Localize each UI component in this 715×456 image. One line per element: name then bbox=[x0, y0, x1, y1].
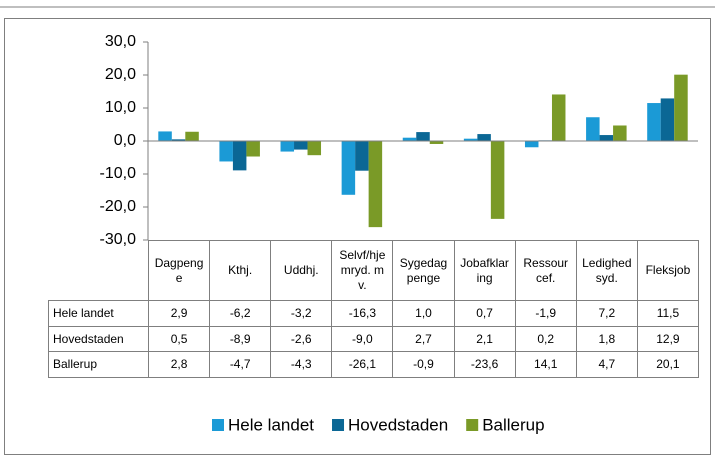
value-cell: 4,7 bbox=[575, 351, 638, 378]
category-cell: Ledighedsyd. bbox=[575, 240, 638, 301]
data-table: Dagpenge Kthj. Uddhj. Selvf/hjemryd. mv. Syg… bbox=[48, 240, 699, 378]
x-tick-label: Jobafklaring bbox=[460, 255, 509, 285]
bar bbox=[674, 74, 688, 141]
bar bbox=[402, 137, 417, 141]
category-cell: Jobafklaring bbox=[453, 240, 516, 301]
value-cell: 20,1 bbox=[636, 351, 699, 378]
value-cell: 12,9 bbox=[636, 325, 699, 352]
value-cell: 2,8 bbox=[147, 351, 211, 378]
table-row: Hele landet 2,9 -6,2 -3,2 -16,3 1,0 0,7 -1,9 7,2… bbox=[48, 300, 699, 327]
value-cell: -6,2 bbox=[209, 300, 272, 327]
bar bbox=[551, 94, 566, 141]
y-tick-label: 0,0 bbox=[114, 132, 136, 149]
value-cell: -23,6 bbox=[453, 351, 516, 378]
x-tick-label: Ledighedsyd. bbox=[582, 255, 632, 285]
value-cell: 1,0 bbox=[392, 300, 455, 327]
table-row: Ballerup 2,8 -4,7 -4,3 -26,1 -0,9 -23,6 14,1 4,7… bbox=[48, 351, 699, 378]
bar bbox=[219, 141, 233, 162]
category-cell: Dagpenge bbox=[147, 240, 211, 301]
value-cell: 0,7 bbox=[453, 300, 516, 327]
value-cell: 14,1 bbox=[514, 351, 577, 378]
row-name: Ballerup bbox=[48, 351, 149, 378]
y-tick-label: 10,0 bbox=[105, 99, 136, 116]
x-tick-label: Selvf/hjemryd. mv. bbox=[339, 248, 386, 292]
value-cell: -4,7 bbox=[209, 351, 272, 378]
y-tick-label: 30,0 bbox=[105, 33, 136, 50]
value-cell: -9,0 bbox=[331, 325, 394, 352]
y-tick-label: -20,0 bbox=[100, 198, 137, 215]
value-cell: 7,2 bbox=[575, 300, 638, 327]
category-cell: Uddhj. bbox=[270, 240, 333, 301]
bar bbox=[171, 139, 186, 141]
legend-swatch bbox=[212, 419, 224, 431]
value-cell: -2,6 bbox=[270, 325, 333, 352]
bar bbox=[355, 141, 369, 171]
bar bbox=[158, 131, 172, 141]
x-tick-label: Kthj. bbox=[228, 263, 253, 277]
value-cell: -0,9 bbox=[392, 351, 455, 378]
blank-cell bbox=[49, 241, 149, 301]
y-tick-label: -10,0 bbox=[100, 165, 137, 182]
category-cell: Kthj. bbox=[209, 240, 272, 301]
legend-label: Ballerup bbox=[482, 415, 544, 434]
value-cell: 2,1 bbox=[453, 325, 516, 352]
bar bbox=[368, 141, 383, 228]
value-cell: 2,7 bbox=[392, 325, 455, 352]
bar bbox=[307, 141, 322, 156]
category-cell: Fleksjob bbox=[636, 240, 699, 301]
value-cell: 1,8 bbox=[575, 325, 638, 352]
value-cell: -8,9 bbox=[209, 325, 272, 352]
bar bbox=[463, 138, 478, 141]
bar bbox=[599, 135, 614, 141]
bar bbox=[341, 141, 356, 195]
bar bbox=[660, 98, 675, 141]
chart-frame bbox=[4, 18, 711, 455]
value-cell: -4,3 bbox=[270, 351, 333, 378]
header-row: Dagpenge Kthj. Uddhj. Selvf/hjemryd. mv. Syg… bbox=[49, 240, 699, 301]
bar bbox=[490, 141, 505, 219]
bar bbox=[280, 141, 295, 152]
bar bbox=[429, 141, 444, 144]
category-cell: Ressourcef. bbox=[514, 240, 577, 301]
x-tick-label: Uddhj. bbox=[283, 263, 319, 277]
value-cell: -16,3 bbox=[331, 300, 394, 327]
bar bbox=[246, 141, 260, 157]
bar bbox=[647, 103, 661, 141]
value-cell: 11,5 bbox=[636, 300, 699, 327]
legend-label: Hovedstaden bbox=[348, 415, 448, 434]
bar bbox=[613, 125, 627, 141]
x-tick-label: Fleksjob bbox=[645, 263, 691, 277]
legend-swatch bbox=[466, 419, 479, 431]
table-row: Hovedstaden 0,5 -8,9 -2,6 -9,0 2,7 2,1 0,2 1,8 12… bbox=[48, 325, 699, 352]
y-tick-label: 20,0 bbox=[105, 66, 136, 83]
bar bbox=[586, 117, 600, 141]
bar bbox=[185, 131, 199, 141]
legend-swatch bbox=[332, 419, 345, 431]
bar bbox=[416, 132, 430, 141]
value-cell: -1,9 bbox=[514, 300, 577, 327]
category-cell: Selvf/hjemryd. mv. bbox=[331, 240, 394, 301]
row-name: Hovedstaden bbox=[48, 325, 149, 352]
value-cell: 0,2 bbox=[514, 325, 577, 352]
x-tick-label: Sygedagpenge bbox=[399, 255, 448, 285]
x-tick-label: Dagpenge bbox=[154, 255, 204, 285]
bar bbox=[477, 134, 491, 141]
bar bbox=[524, 141, 539, 148]
bar bbox=[294, 141, 308, 150]
bar bbox=[232, 141, 247, 171]
value-cell: 2,9 bbox=[147, 300, 211, 327]
category-cell: Sygedagpenge bbox=[392, 240, 455, 301]
legend-label: Hele landet bbox=[228, 415, 314, 434]
row-name: Hele landet bbox=[48, 300, 149, 327]
value-cell: -3,2 bbox=[270, 300, 333, 327]
value-cell: -26,1 bbox=[331, 351, 394, 378]
x-tick-label: Ressourcef. bbox=[523, 255, 569, 285]
value-cell: 0,5 bbox=[147, 325, 211, 352]
y-tick-label: -30,0 bbox=[100, 231, 137, 248]
